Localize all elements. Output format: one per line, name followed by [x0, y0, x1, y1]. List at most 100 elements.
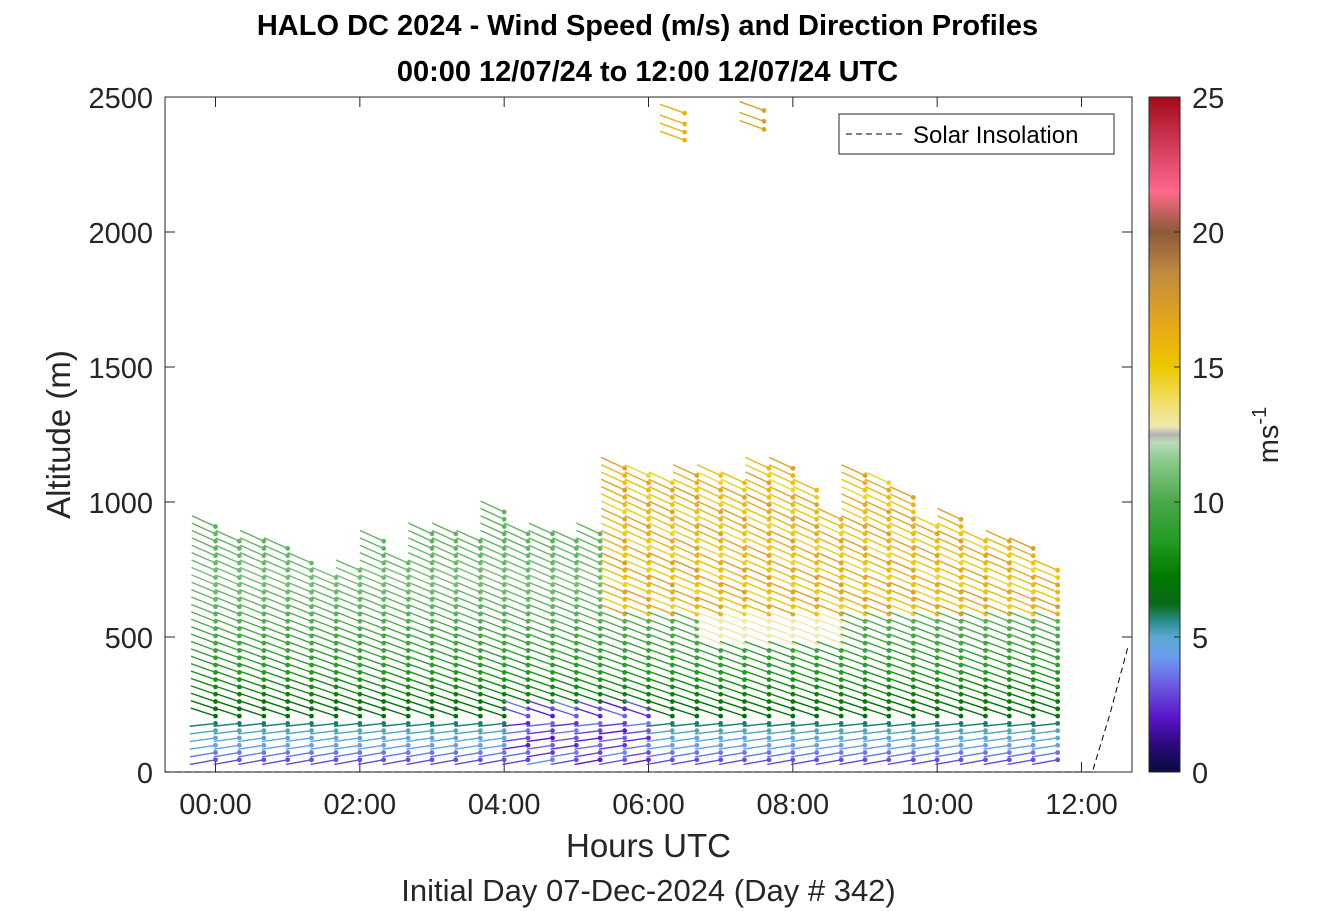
wind-point [862, 473, 868, 478]
wind-vector [286, 640, 312, 652]
wind-vector [743, 751, 770, 758]
wind-vector [623, 633, 649, 644]
wind-vector [431, 603, 457, 615]
wind-vector [430, 707, 457, 717]
wind-vector [383, 677, 409, 688]
wind-vector [816, 670, 842, 681]
wind-vector [551, 692, 577, 703]
wind-vector [672, 648, 698, 659]
wind-vector [841, 485, 866, 499]
wind-vector [864, 663, 890, 674]
wind-vector [575, 670, 601, 681]
wind-vector [647, 670, 673, 681]
wind-point [477, 553, 483, 559]
wind-vector [646, 729, 673, 735]
wind-vector [840, 589, 866, 601]
wind-vector [358, 692, 384, 703]
wind-vector [864, 478, 890, 491]
wind-point [886, 735, 892, 741]
wind-vector [815, 759, 842, 766]
wind-vector [406, 729, 433, 735]
wind-point [309, 735, 314, 741]
wind-vector [479, 611, 505, 622]
wind-point [838, 546, 844, 551]
wind-point [814, 531, 820, 537]
wind-vector [359, 559, 384, 571]
wind-point [550, 575, 555, 580]
wind-point [453, 757, 459, 763]
wind-point [718, 502, 724, 508]
wind-vector [720, 522, 745, 535]
wind-vector [1008, 633, 1034, 644]
wind-vector [600, 596, 625, 608]
wind-vector [455, 663, 481, 674]
wind-vector [696, 581, 721, 593]
wind-vector [286, 700, 312, 710]
wind-point [213, 553, 218, 559]
wind-vector [912, 618, 938, 630]
wind-vector [191, 603, 216, 615]
wind-vector [791, 692, 817, 703]
wind-vector [672, 522, 698, 535]
wind-point [646, 516, 651, 522]
wind-vector [574, 744, 601, 750]
wind-vector [744, 618, 770, 630]
wind-point [669, 509, 675, 515]
wind-vector [190, 700, 216, 710]
wind-vector [695, 663, 721, 674]
wind-point [309, 742, 314, 748]
wind-point [983, 750, 988, 755]
wind-vector [600, 603, 625, 615]
wind-vector [574, 759, 601, 766]
wind-point [646, 524, 651, 529]
wind-vector [936, 589, 962, 601]
wind-vector [479, 677, 505, 688]
wind-point [525, 575, 531, 580]
wind-vector [936, 537, 962, 550]
wind-point [790, 502, 796, 508]
wind-point [213, 757, 218, 763]
wind-vector [791, 700, 817, 710]
wind-vector [263, 618, 288, 630]
wind-vector [646, 744, 673, 750]
wind-vector [406, 722, 433, 727]
wind-point [381, 582, 387, 588]
wind-vector [238, 737, 264, 743]
wind-vector [527, 692, 553, 703]
wind-vector [333, 729, 360, 735]
wind-point [694, 582, 700, 588]
wind-vector [431, 618, 457, 630]
wind-vector [694, 751, 721, 758]
wind-point [381, 553, 387, 559]
wind-vector [479, 589, 505, 601]
wind-point [790, 735, 796, 741]
wind-point [597, 699, 603, 704]
wind-point [357, 582, 363, 588]
wind-point [910, 713, 916, 719]
wind-vector [864, 603, 890, 615]
wind-point [477, 546, 483, 551]
wind-point [453, 538, 459, 544]
wind-vector [960, 618, 986, 630]
wind-vector [720, 529, 745, 542]
wind-vector [574, 751, 601, 758]
wind-vector [912, 589, 938, 601]
wind-vector [311, 589, 337, 601]
wind-vector [936, 611, 962, 622]
wind-vector [864, 566, 890, 579]
wind-point [573, 684, 579, 690]
wind-vector [334, 707, 361, 717]
wind-point [910, 538, 916, 544]
wind-vector [959, 751, 986, 758]
wind-vector [960, 685, 986, 695]
wind-point [862, 757, 868, 763]
wind-vector [718, 759, 745, 766]
wind-vector [239, 685, 265, 695]
wind-vector [189, 737, 216, 743]
wind-vector [551, 707, 577, 717]
wind-vector [406, 744, 433, 750]
wind-vector [911, 759, 938, 766]
wind-vector [287, 566, 312, 579]
wind-point [646, 735, 651, 741]
wind-point [622, 553, 628, 559]
